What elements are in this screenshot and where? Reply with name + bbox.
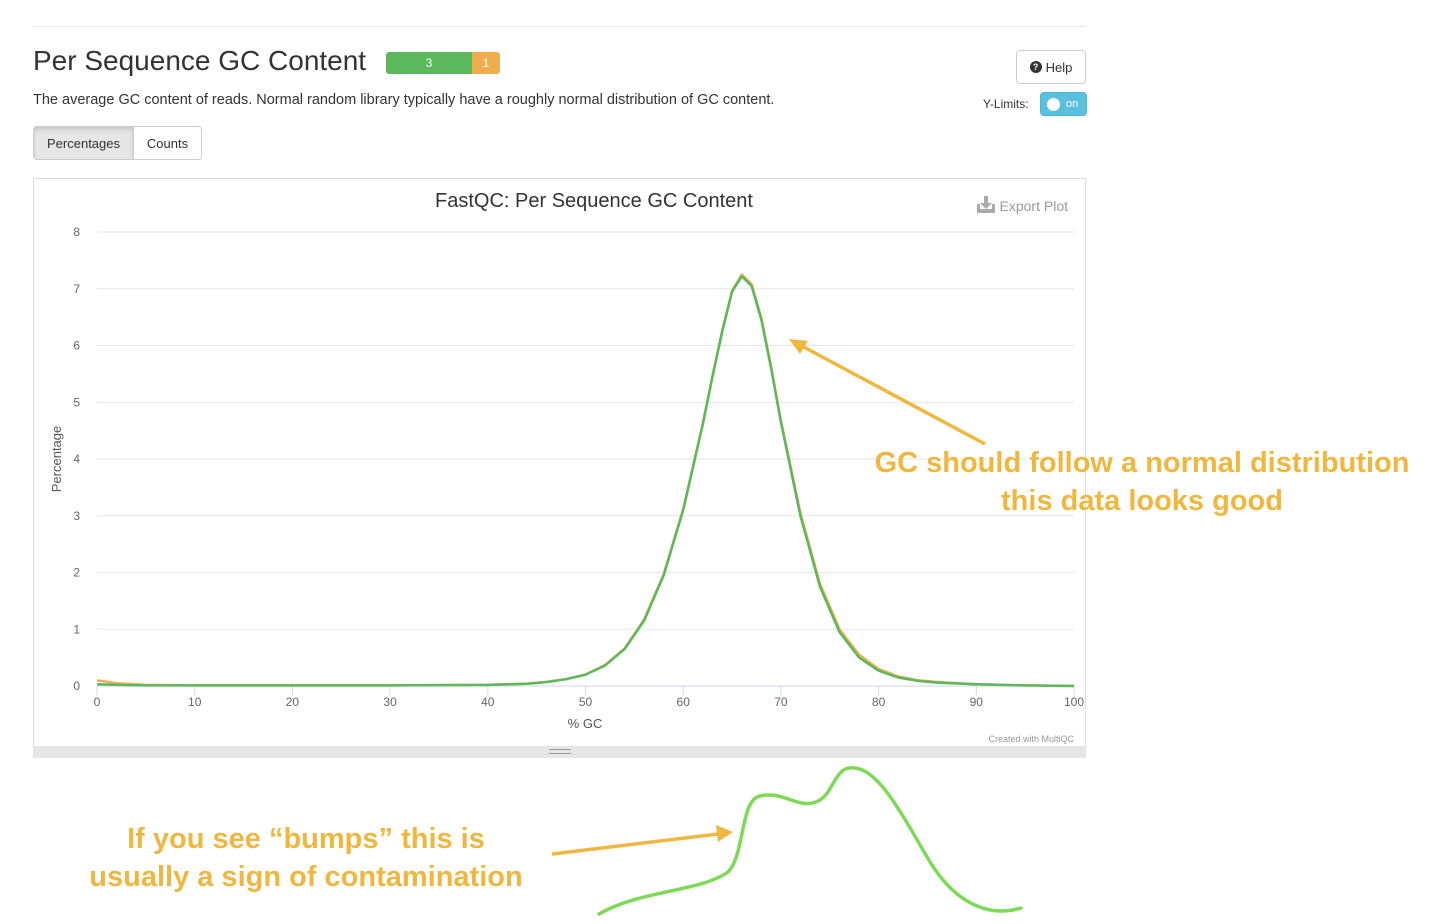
y-tick-label: 6	[73, 339, 80, 353]
annotation-normal: GC should follow a normal distribution t…	[846, 444, 1438, 520]
top-divider	[33, 26, 1086, 27]
status-bar[interactable]: 3 1	[386, 52, 500, 74]
ylimits-toggle-label: on	[1066, 98, 1079, 110]
x-tick-label: 70	[774, 695, 788, 709]
annotation-bump-line2: usually a sign of contamination	[89, 861, 523, 893]
ylimits-toggle[interactable]: on	[1040, 92, 1087, 116]
x-axis-label: % GC	[568, 716, 603, 731]
y-tick-label: 0	[73, 679, 80, 693]
x-tick-label: 40	[481, 695, 495, 709]
download-icon	[977, 196, 995, 213]
help-button[interactable]: ? Help	[1016, 50, 1086, 84]
x-tick-label: 80	[872, 695, 886, 709]
x-tick-label: 60	[677, 695, 691, 709]
annotation-arrow-normal	[789, 339, 986, 446]
x-tick-label: 30	[383, 695, 397, 709]
annotation-bump: If you see “bumps” this is usually a sig…	[46, 820, 566, 896]
y-axis-label: Percentage	[49, 426, 64, 493]
x-tick-label: 0	[94, 695, 101, 709]
ylimits-label: Y-Limits:	[983, 97, 1029, 111]
tab-percentages[interactable]: Percentages	[33, 126, 134, 160]
annotation-normal-line1: GC should follow a normal distribution	[874, 447, 1410, 479]
y-tick-label: 5	[73, 395, 80, 409]
y-tick-label: 4	[73, 452, 80, 466]
section-description: The average GC content of reads. Normal …	[33, 92, 775, 108]
resize-grip-icon	[549, 749, 571, 754]
section-title: Per Sequence GC Content	[33, 45, 367, 76]
x-tick-label: 10	[188, 695, 202, 709]
annotation-bump-line1: If you see “bumps” this is	[127, 823, 485, 855]
status-pass-segment[interactable]: 3	[386, 52, 472, 74]
y-tick-label: 1	[73, 622, 80, 636]
series-line	[96, 275, 1075, 688]
annotation-arrow-bump	[551, 825, 733, 856]
export-plot-button[interactable]: Export Plot	[977, 196, 1068, 214]
multiqc-credit: Created with MultiQC	[988, 734, 1074, 744]
y-tick-label: 7	[73, 282, 80, 296]
export-plot-label: Export Plot	[1000, 198, 1069, 214]
status-warn-segment[interactable]: 1	[472, 52, 500, 74]
question-circle-icon: ?	[1029, 61, 1042, 73]
series-layer	[96, 273, 1075, 688]
y-tick-label: 2	[73, 566, 80, 580]
tab-counts[interactable]: Counts	[134, 126, 202, 160]
y-tick-label: 3	[73, 509, 80, 523]
toggle-knob	[1047, 97, 1060, 111]
chart-title: FastQC: Per Sequence GC Content	[435, 190, 753, 212]
bump-sketch-curve	[597, 766, 1023, 916]
annotation-normal-line2: this data looks good	[1001, 485, 1283, 517]
grid-layer	[97, 231, 1074, 630]
x-tick-label: 20	[286, 695, 300, 709]
x-tick-label: 90	[970, 695, 984, 709]
x-tick-label: 50	[579, 695, 593, 709]
help-button-label: Help	[1045, 59, 1073, 75]
plot-resize-handle[interactable]	[33, 746, 1086, 758]
data-view-tabs: Percentages Counts	[33, 126, 202, 160]
y-tick-label: 8	[73, 225, 80, 239]
x-tick-label: 100	[1064, 695, 1084, 709]
